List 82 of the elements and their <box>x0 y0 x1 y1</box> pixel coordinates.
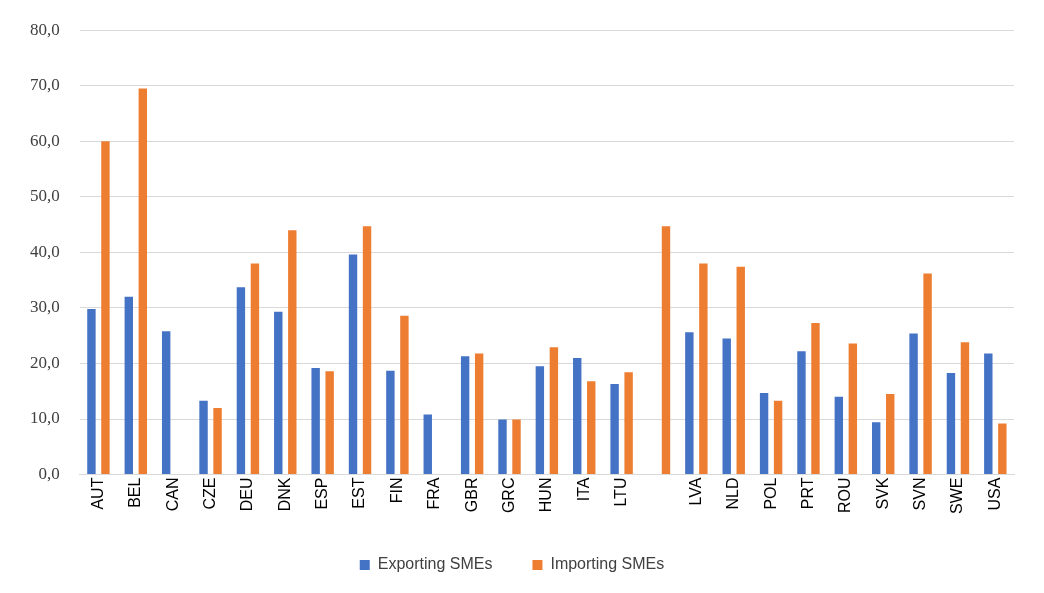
bar <box>362 226 372 475</box>
x-tick-label: ESP <box>313 477 331 510</box>
bar <box>984 353 993 475</box>
bar <box>834 396 844 475</box>
x-tick-label: ITA <box>574 477 592 502</box>
x-tick-label: HUN <box>537 477 555 513</box>
x-tick-label: EST <box>350 477 368 509</box>
legend-label: Importing SMEs <box>550 555 665 573</box>
y-tick-label: 20,0 <box>30 352 60 372</box>
bar <box>736 266 745 475</box>
bar <box>848 343 858 475</box>
bar <box>400 315 409 475</box>
bar <box>759 392 769 475</box>
bar <box>624 372 633 475</box>
bar <box>288 230 297 475</box>
y-tick-label: 10,0 <box>30 408 60 428</box>
bar <box>498 419 507 475</box>
y-tick-label: 60,0 <box>30 130 60 150</box>
bar <box>773 400 783 475</box>
x-tick-label: CAN <box>163 477 181 512</box>
bar <box>722 338 731 475</box>
x-tick-label: AUT <box>88 477 106 510</box>
x-tick-label: SVN <box>910 477 928 511</box>
bar <box>587 381 596 475</box>
bar <box>923 273 932 475</box>
x-tick-label: LVA <box>686 477 704 506</box>
bar <box>661 226 671 475</box>
bar <box>236 287 246 475</box>
x-tick-label: DNK <box>275 477 293 512</box>
x-tick-label: USA <box>985 477 1003 511</box>
bar <box>325 371 334 475</box>
bar <box>460 356 470 475</box>
bar <box>274 311 283 475</box>
y-tick-label: 0,0 <box>38 464 60 484</box>
bar <box>423 414 432 475</box>
bar <box>886 394 895 475</box>
bar <box>811 322 820 475</box>
bar <box>101 141 110 475</box>
bar <box>946 372 956 475</box>
bar <box>535 366 545 475</box>
x-tick-label: CZE <box>200 477 218 510</box>
x-tick-label: ROU <box>836 477 854 514</box>
bar <box>311 367 320 475</box>
bar <box>797 351 806 475</box>
x-tick-label: SVK <box>873 477 891 510</box>
bar <box>960 342 970 475</box>
x-tick-label: SWE <box>948 477 966 515</box>
bar <box>610 384 619 475</box>
y-tick-label: 50,0 <box>30 186 60 206</box>
bar <box>250 263 260 475</box>
bar <box>573 357 582 475</box>
bar <box>998 423 1007 475</box>
bar <box>512 419 521 475</box>
bar <box>138 88 148 475</box>
x-tick-label: GRC <box>499 477 517 514</box>
y-tick-label: 30,0 <box>30 297 60 317</box>
bar <box>474 353 484 475</box>
bar <box>871 422 881 475</box>
x-tick-label: GBR <box>462 477 480 513</box>
x-tick-label: POL <box>761 477 779 510</box>
y-tick-label: 80,0 <box>30 19 60 39</box>
bar <box>213 407 222 475</box>
x-tick-label: DEU <box>238 477 256 512</box>
bar <box>699 263 708 475</box>
x-tick-label: NLD <box>724 477 742 510</box>
bar <box>199 400 208 475</box>
y-tick-label: 70,0 <box>30 75 60 95</box>
bar <box>386 370 395 475</box>
x-tick-label: FRA <box>425 477 443 510</box>
bar <box>909 333 918 475</box>
x-tick-label: FIN <box>387 477 405 504</box>
bar <box>87 309 96 475</box>
legend-label: Exporting SMEs <box>377 555 493 573</box>
x-tick-label: PRT <box>798 477 816 510</box>
bar <box>124 296 133 475</box>
y-tick-label: 40,0 <box>30 241 60 261</box>
bar <box>348 254 358 475</box>
x-tick-label: BEL <box>126 477 144 508</box>
x-tick-label: LTU <box>612 477 630 507</box>
bar <box>161 331 171 475</box>
bar <box>685 332 694 475</box>
bar <box>549 347 559 475</box>
